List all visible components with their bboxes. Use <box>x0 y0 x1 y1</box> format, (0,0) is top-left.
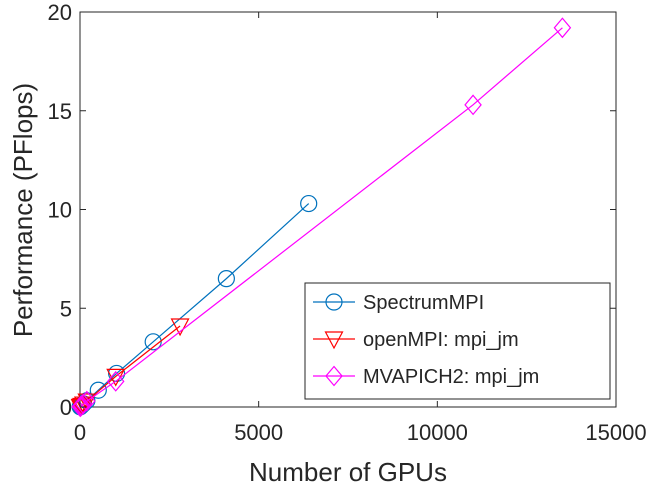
legend-label-mvapich2-mpi-jm: MVAPICH2: mpi_jm <box>363 366 539 388</box>
data-point-openmpi-mpi-jm <box>77 393 97 412</box>
series-layer <box>70 17 572 418</box>
legend-marker-mvapich2-mpi-jm <box>325 365 343 387</box>
x-tick-label: 15000 <box>585 420 646 445</box>
series-line-mvapich2-mpi-jm <box>79 27 563 408</box>
y-axis-title: Performance (PFlops) <box>8 83 38 337</box>
x-axis-title: Number of GPUs <box>249 457 447 487</box>
legend-label-spectrummpi: SpectrumMPI <box>363 292 484 314</box>
y-tick-label: 10 <box>48 198 72 223</box>
data-point-mvapich2-mpi-jm <box>78 390 96 412</box>
data-point-spectrummpi <box>217 270 235 288</box>
data-point-spectrummpi <box>144 333 162 351</box>
y-tick-label: 15 <box>48 99 72 124</box>
x-tick-label: 10000 <box>407 420 468 445</box>
y-tick-label: 5 <box>60 296 72 321</box>
legend-marker-openmpi-mpi-jm <box>324 331 344 350</box>
data-point-spectrummpi <box>300 194 318 213</box>
data-point-spectrummpi <box>107 364 126 383</box>
y-tick-label: 20 <box>48 0 72 25</box>
data-point-mvapich2-mpi-jm <box>464 94 482 116</box>
tick-layer: 0 5000 10000 15000 0 5 10 15 20 <box>48 0 647 445</box>
x-tick-label: 5000 <box>234 420 283 445</box>
data-point-mvapich2-mpi-jm <box>74 393 93 415</box>
data-point-openmpi-mpi-jm <box>170 318 190 337</box>
y-tick-label: 0 <box>60 395 72 420</box>
x-tick-label: 0 <box>74 420 86 445</box>
legend-label-openmpi-mpi-jm: openMPI: mpi_jm <box>363 329 519 351</box>
legend-marker-spectrummpi <box>325 293 343 311</box>
legend-box <box>304 282 611 400</box>
data-point-mvapich2-mpi-jm <box>106 370 125 392</box>
series-mvapich2-mpi-jm <box>71 17 572 418</box>
legend: SpectrumMPI openMPI: mpi_jm MVAPICH2: mpi_… <box>304 282 611 400</box>
data-point-spectrummpi <box>89 381 107 399</box>
data-point-mvapich2-mpi-jm <box>553 17 572 39</box>
